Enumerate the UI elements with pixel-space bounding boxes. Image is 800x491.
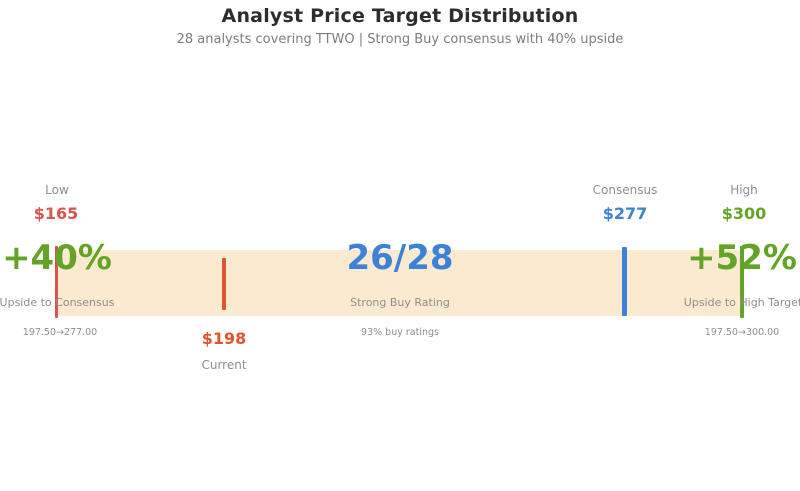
upside-to-high-detail: 197.50→300.00 (704, 327, 780, 338)
upside-to-high-value: +52% (687, 238, 797, 278)
strong-buy-ratio-value: 26/28 (346, 238, 454, 278)
current-marker-price: $198 (201, 329, 247, 348)
chart-subtitle: 28 analysts covering TTWO | Strong Buy c… (176, 32, 624, 47)
strong-buy-rating-label: Strong Buy Rating (350, 296, 450, 309)
chart-title: Analyst Price Target Distribution (221, 5, 579, 27)
low-marker-label: Low (45, 183, 69, 197)
current-marker-label: Current (201, 358, 247, 372)
upside-to-consensus-value: +40% (2, 238, 112, 278)
consensus-marker-line (622, 247, 627, 316)
low-marker-line (55, 246, 58, 318)
high-marker-price: $300 (721, 204, 767, 223)
current-marker-line (222, 258, 226, 310)
buy-ratings-detail: 93% buy ratings (361, 327, 439, 338)
price-range-band (57, 250, 743, 316)
high-marker-label: High (730, 183, 758, 197)
high-marker-line (740, 246, 744, 318)
upside-to-consensus-detail: 197.50→277.00 (22, 327, 98, 338)
consensus-marker-label: Consensus (592, 183, 658, 197)
upside-to-high-label: Upside to High Target (683, 296, 800, 309)
consensus-marker-price: $277 (602, 204, 648, 223)
upside-to-consensus-label: Upside to Consensus (0, 296, 115, 309)
low-marker-price: $165 (33, 204, 79, 223)
